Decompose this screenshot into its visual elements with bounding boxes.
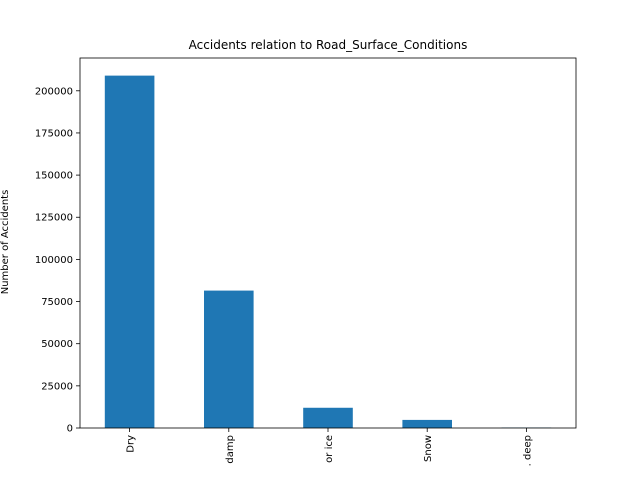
y-tick-label-8: 200000 xyxy=(35,86,73,97)
y-tick-label-7: 175000 xyxy=(35,128,73,139)
x-tick-label-1: damp xyxy=(225,435,236,464)
y-tick-label-0: 0 xyxy=(67,424,73,435)
bar-0 xyxy=(104,75,155,428)
x-tick-label-0: Dry xyxy=(126,435,137,453)
x-tick-label-4: . deep xyxy=(522,435,533,466)
y-tick-label-6: 150000 xyxy=(35,171,73,182)
plot-frame xyxy=(79,57,577,429)
y-tick-label-2: 50000 xyxy=(41,339,73,350)
y-ticks-group: 0 25000 50000 75000 100000 125000 150000 175000… xyxy=(35,86,80,435)
x-tick-label-2: or ice xyxy=(324,435,335,463)
y-tick-label-1: 25000 xyxy=(41,381,73,392)
y-tick-label-4: 100000 xyxy=(35,255,73,266)
chart-title: Accidents relation to Road_Surface_Condi… xyxy=(189,38,468,52)
bar-3 xyxy=(402,419,452,428)
y-axis-label: Number of Accidents xyxy=(0,190,11,295)
bar-2 xyxy=(303,407,353,428)
x-ticks-group: Dry damp or ice Snow . deep xyxy=(126,428,533,466)
bars-group xyxy=(104,75,552,428)
y-tick-label-3: 75000 xyxy=(41,297,73,308)
x-tick-label-3: Snow xyxy=(423,435,434,462)
bar-1 xyxy=(204,290,254,428)
y-tick-label-5: 125000 xyxy=(35,213,73,224)
